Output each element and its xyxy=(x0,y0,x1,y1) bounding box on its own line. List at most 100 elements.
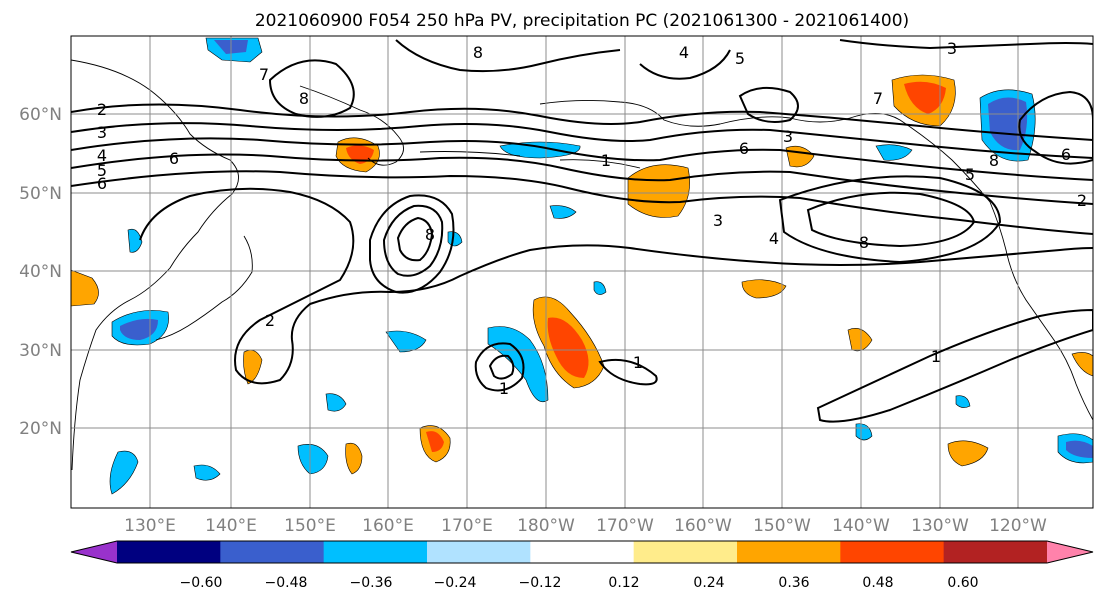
japan-coastline xyxy=(155,235,253,341)
pv-contour xyxy=(268,59,355,118)
colorbar-segment xyxy=(323,541,428,563)
colorbar-extend-max xyxy=(1047,541,1093,563)
contour-label: 2 xyxy=(265,311,275,330)
contour-label: 3 xyxy=(783,127,793,146)
colorbar-tick-label: 0.24 xyxy=(693,575,724,591)
precip-blob-pos xyxy=(71,269,99,307)
longitude-labels: 130°E 140°E 150°E 160°E 170°E 180°W 170°… xyxy=(124,516,1047,536)
lat-lon-grid xyxy=(71,36,1093,508)
pv-contour xyxy=(598,358,658,386)
colorbar-segment xyxy=(427,541,531,563)
contour-label: 7 xyxy=(259,65,269,84)
precip-blob-neg xyxy=(988,97,1028,151)
colorbar-tick-label: −0.24 xyxy=(434,575,477,591)
map-area: 8 8 8 8 8 7 7 6 6 6 5 5 4 4 3 3 3 2 2 1 … xyxy=(71,36,1093,508)
precip-blob-neg xyxy=(549,205,577,219)
colorbar-tick-label: −0.60 xyxy=(180,575,223,591)
lat-label: 40°N xyxy=(19,262,62,282)
colorbar-tick-label: −0.36 xyxy=(350,575,393,591)
lon-label: 130°E xyxy=(124,516,176,536)
contour-labels: 8 8 8 8 8 7 7 6 6 6 5 5 4 4 3 3 3 2 2 1 … xyxy=(169,39,1087,398)
lon-label: 150°W xyxy=(753,516,811,536)
pv-contour xyxy=(816,308,1093,423)
colorbar xyxy=(70,540,1094,564)
lat-label: 60°N xyxy=(19,105,62,125)
colorbar-segment xyxy=(633,541,738,563)
pv-contour xyxy=(71,137,1093,181)
contour-label: 6 xyxy=(1061,145,1071,164)
contour-label: 1 xyxy=(499,379,509,398)
contour-label: 7 xyxy=(873,89,883,108)
precip-blob-pos xyxy=(627,164,690,218)
precip-blob-neg xyxy=(855,423,873,441)
precip-blob-pos xyxy=(904,81,946,114)
contour-label: 3 xyxy=(947,39,957,58)
pv-contour xyxy=(71,153,1093,205)
colorbar-segment xyxy=(117,541,221,563)
lon-label: 150°E xyxy=(284,516,336,536)
lon-label: 130°W xyxy=(911,516,969,536)
precip-blob-neg xyxy=(297,444,329,475)
precip-blob-pos xyxy=(847,328,873,352)
latitude-labels: 60°N 50°N 40°N 30°N 20°N xyxy=(19,105,62,439)
precip-blob-neg xyxy=(385,330,427,353)
precip-blob-neg xyxy=(120,318,158,340)
lon-label: 170°W xyxy=(596,516,654,536)
contour-label: 8 xyxy=(989,151,999,170)
pv-contour xyxy=(639,49,731,80)
precip-blob-neg xyxy=(499,141,581,159)
colorbar-segment xyxy=(840,541,945,563)
contour-label: 1 xyxy=(633,353,643,372)
contour-label: 5 xyxy=(735,49,745,68)
aleutian-islands xyxy=(419,151,641,169)
edge-contour-labels: 2 3 4 5 6 xyxy=(97,100,107,193)
colorbar-tick-label: −0.12 xyxy=(519,575,562,591)
contour-label: 8 xyxy=(859,233,869,252)
colorbar-extend-min xyxy=(71,541,117,563)
precip-blob-pos xyxy=(1071,352,1093,377)
edge-label: 2 xyxy=(97,100,107,119)
pv-contour xyxy=(395,39,621,73)
pv-contour xyxy=(139,187,1093,385)
pv-contour xyxy=(839,39,1093,50)
edge-label: 5 xyxy=(97,161,107,180)
pv-contour xyxy=(71,122,1093,159)
precipitation-anomaly-shading xyxy=(71,37,1093,495)
colorbar-tick-label: 0.60 xyxy=(947,575,978,591)
colorbar-tick-label: −0.48 xyxy=(265,575,308,591)
precip-blob-neg xyxy=(127,228,143,253)
lat-label: 50°N xyxy=(19,184,62,204)
pv-contour xyxy=(396,216,434,262)
precip-blob-neg xyxy=(193,464,221,481)
colorbar-outline xyxy=(70,540,1094,564)
contour-label: 6 xyxy=(739,139,749,158)
pv-contour xyxy=(488,354,515,380)
contour-label: 6 xyxy=(169,149,179,168)
precip-blob-neg xyxy=(593,281,607,295)
lon-label: 120°W xyxy=(989,516,1047,536)
edge-label: 6 xyxy=(97,174,107,193)
edge-label: 3 xyxy=(97,123,107,142)
pv-contour xyxy=(474,342,525,392)
lon-label: 140°W xyxy=(832,516,890,536)
precip-blob-pos xyxy=(947,440,989,467)
contour-label: 8 xyxy=(299,89,309,108)
contour-label: 8 xyxy=(473,43,483,62)
asia-coastline xyxy=(71,59,239,471)
map-title: 2021060900 F054 250 hPa PV, precipitatio… xyxy=(255,11,909,31)
precip-blob-neg xyxy=(109,450,139,495)
lon-label: 140°E xyxy=(205,516,257,536)
edge-label: 4 xyxy=(97,146,107,165)
precip-blob-pos xyxy=(243,349,263,385)
precip-blob-neg xyxy=(875,144,913,161)
lon-label: 160°E xyxy=(362,516,414,536)
pv-contour xyxy=(369,194,455,294)
colorbar-tick-label: 0.48 xyxy=(862,575,893,591)
lat-label: 30°N xyxy=(19,341,62,361)
lat-label: 20°N xyxy=(19,419,62,439)
contour-label: 2 xyxy=(1077,191,1087,210)
lon-label: 170°E xyxy=(441,516,493,536)
precip-blob-pos xyxy=(547,317,589,378)
precip-blob-pos xyxy=(785,145,815,168)
